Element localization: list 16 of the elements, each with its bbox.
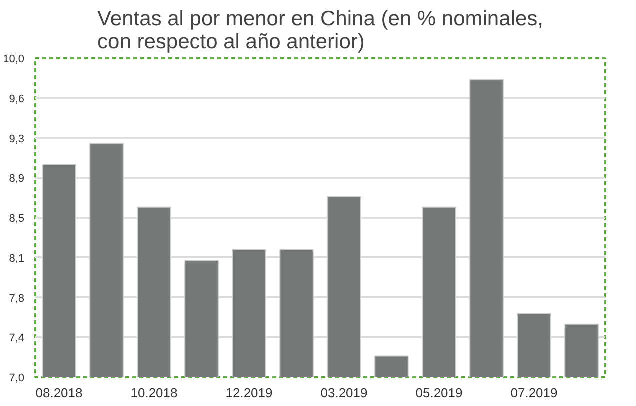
x-tick-label: 12.2019 bbox=[226, 386, 273, 400]
chart-title: Ventas al por menor en China (en % nominales, con respecto al año anterior) bbox=[98, 8, 544, 54]
x-tick-label: 08.2018 bbox=[36, 386, 83, 400]
y-tick-label: 10,0 bbox=[3, 54, 25, 66]
y-tick-label: 7,8 bbox=[9, 292, 25, 305]
y-tick-label: 8,9 bbox=[9, 173, 25, 186]
x-tick-label: 07.2019 bbox=[510, 386, 558, 400]
y-tick-label: 9,3 bbox=[9, 133, 25, 146]
y-tick-label: 8,1 bbox=[9, 252, 25, 265]
y-tick-label: 7,4 bbox=[9, 332, 25, 345]
x-tick-label: 03.2019 bbox=[320, 386, 368, 400]
y-tick-label: 8,5 bbox=[9, 213, 25, 225]
y-tick-label: 7,0 bbox=[9, 372, 25, 384]
x-tick-label: 05.2019 bbox=[416, 386, 463, 400]
y-tick-label: 9,6 bbox=[9, 93, 25, 106]
x-tick-label: 10.2018 bbox=[130, 386, 178, 400]
